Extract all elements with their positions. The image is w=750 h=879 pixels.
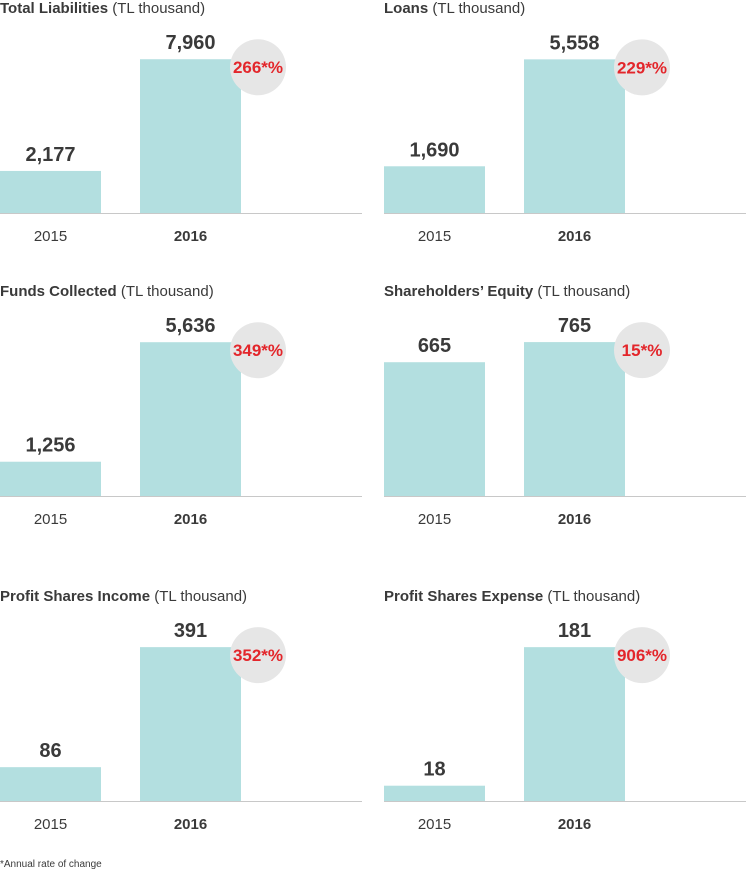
data-label: 18 [423, 759, 445, 781]
change-label: 266*% [233, 58, 283, 77]
chart-panel-shareholders-equity: Shareholders’ Equity (TL thousand) 665 76… [384, 283, 750, 533]
tick-label: 2016 [558, 816, 591, 833]
data-label: 1,690 [409, 139, 459, 161]
tick-label: 2015 [418, 816, 451, 833]
chart-title-row: Profit Shares Income (TL thousand) [0, 588, 247, 605]
data-label: 765 [558, 315, 591, 337]
change-badge [614, 627, 670, 684]
tick-label: 2016 [558, 511, 591, 528]
bar [0, 767, 101, 801]
chart-panel-loans: Loans (TL thousand) 1,690 5,558 2015 2016 22… [384, 0, 750, 250]
bar-chart-profit-shares-income: 86 391 2015 2016 352*% [0, 620, 362, 833]
data-label: 5,558 [549, 32, 599, 54]
chart-title-row: Loans (TL thousand) [384, 0, 525, 17]
chart-unit: (TL thousand) [547, 588, 641, 605]
change-label: 352*% [233, 646, 283, 665]
bar [524, 59, 625, 213]
chart-unit: (TL thousand) [112, 0, 206, 17]
change-badge [230, 627, 286, 684]
bar [384, 166, 485, 213]
chart-unit: (TL thousand) [537, 283, 631, 300]
bar-chart-profit-shares-expense: 18 181 2015 2016 906*% [384, 620, 746, 833]
chart-unit: (TL thousand) [120, 283, 214, 300]
tick-label: 2016 [558, 228, 591, 245]
data-label: 181 [558, 620, 591, 642]
chart-unit: (TL thousand) [154, 588, 248, 605]
chart-panel-funds-collected: Funds Collected (TL thousand) 1,256 5,636… [0, 283, 366, 533]
tick-label: 2015 [418, 228, 451, 245]
data-label: 665 [418, 335, 451, 357]
tick-label: 2016 [174, 228, 207, 245]
bar [384, 785, 485, 801]
change-badge [230, 39, 286, 96]
tick-label: 2015 [34, 228, 67, 245]
chart-title: Funds Collected [0, 283, 117, 300]
data-label: 391 [174, 620, 207, 642]
chart-title-row: Profit Shares Expense (TL thousand) [384, 588, 640, 605]
chart-title-row: Funds Collected (TL thousand) [0, 283, 214, 300]
bar-chart-funds-collected: 1,256 5,636 2015 2016 349*% [0, 315, 362, 528]
chart-panel-profit-shares-income: Profit Shares Income (TL thousand) 86 391… [0, 588, 366, 838]
bar [0, 461, 101, 496]
chart-title: Profit Shares Expense [384, 588, 544, 605]
bar-chart-shareholders-equity: 665 765 2015 2016 15*% [384, 315, 746, 528]
bar [524, 647, 625, 801]
tick-label: 2015 [34, 511, 67, 528]
data-label: 86 [39, 740, 61, 762]
bar [0, 170, 101, 213]
chart-title-row: Shareholders’ Equity (TL thousand) [384, 283, 630, 300]
data-label: 5,636 [165, 315, 215, 337]
chart-title: Loans [384, 0, 429, 17]
chart-title: Total Liabilities [0, 0, 109, 17]
chart-title: Profit Shares Income [0, 588, 151, 605]
change-label: 229*% [617, 58, 667, 77]
change-badge [614, 322, 670, 379]
change-badge [230, 322, 286, 379]
data-label: 7,960 [165, 32, 215, 54]
bar-chart-loans: 1,690 5,558 2015 2016 229*% [384, 32, 746, 245]
bar-chart-total-liabilities: 2,177 7,960 2015 2016 266*% [0, 32, 362, 245]
chart-unit: (TL thousand) [432, 0, 526, 17]
data-label: 1,256 [25, 435, 75, 457]
change-badge [614, 39, 670, 96]
chart-title: Shareholders’ Equity [384, 283, 534, 300]
bar [140, 342, 241, 496]
change-label: 906*% [617, 646, 667, 665]
bar [384, 362, 485, 496]
bar [524, 342, 625, 496]
change-label: 15*% [622, 341, 663, 360]
tick-label: 2015 [418, 511, 451, 528]
tick-label: 2016 [174, 511, 207, 528]
footnote: *Annual rate of change [0, 859, 102, 870]
tick-label: 2016 [174, 816, 207, 833]
chart-panel-total-liabilities: Total Liabilities (TL thousand) 2,177 7,9… [0, 0, 366, 250]
change-label: 349*% [233, 341, 283, 360]
bar [140, 59, 241, 214]
chart-title-row: Total Liabilities (TL thousand) [0, 0, 205, 17]
chart-panel-profit-shares-expense: Profit Shares Expense (TL thousand) 18 18… [384, 588, 750, 838]
tick-label: 2015 [34, 816, 67, 833]
data-label: 2,177 [25, 144, 75, 166]
bar [140, 647, 241, 801]
